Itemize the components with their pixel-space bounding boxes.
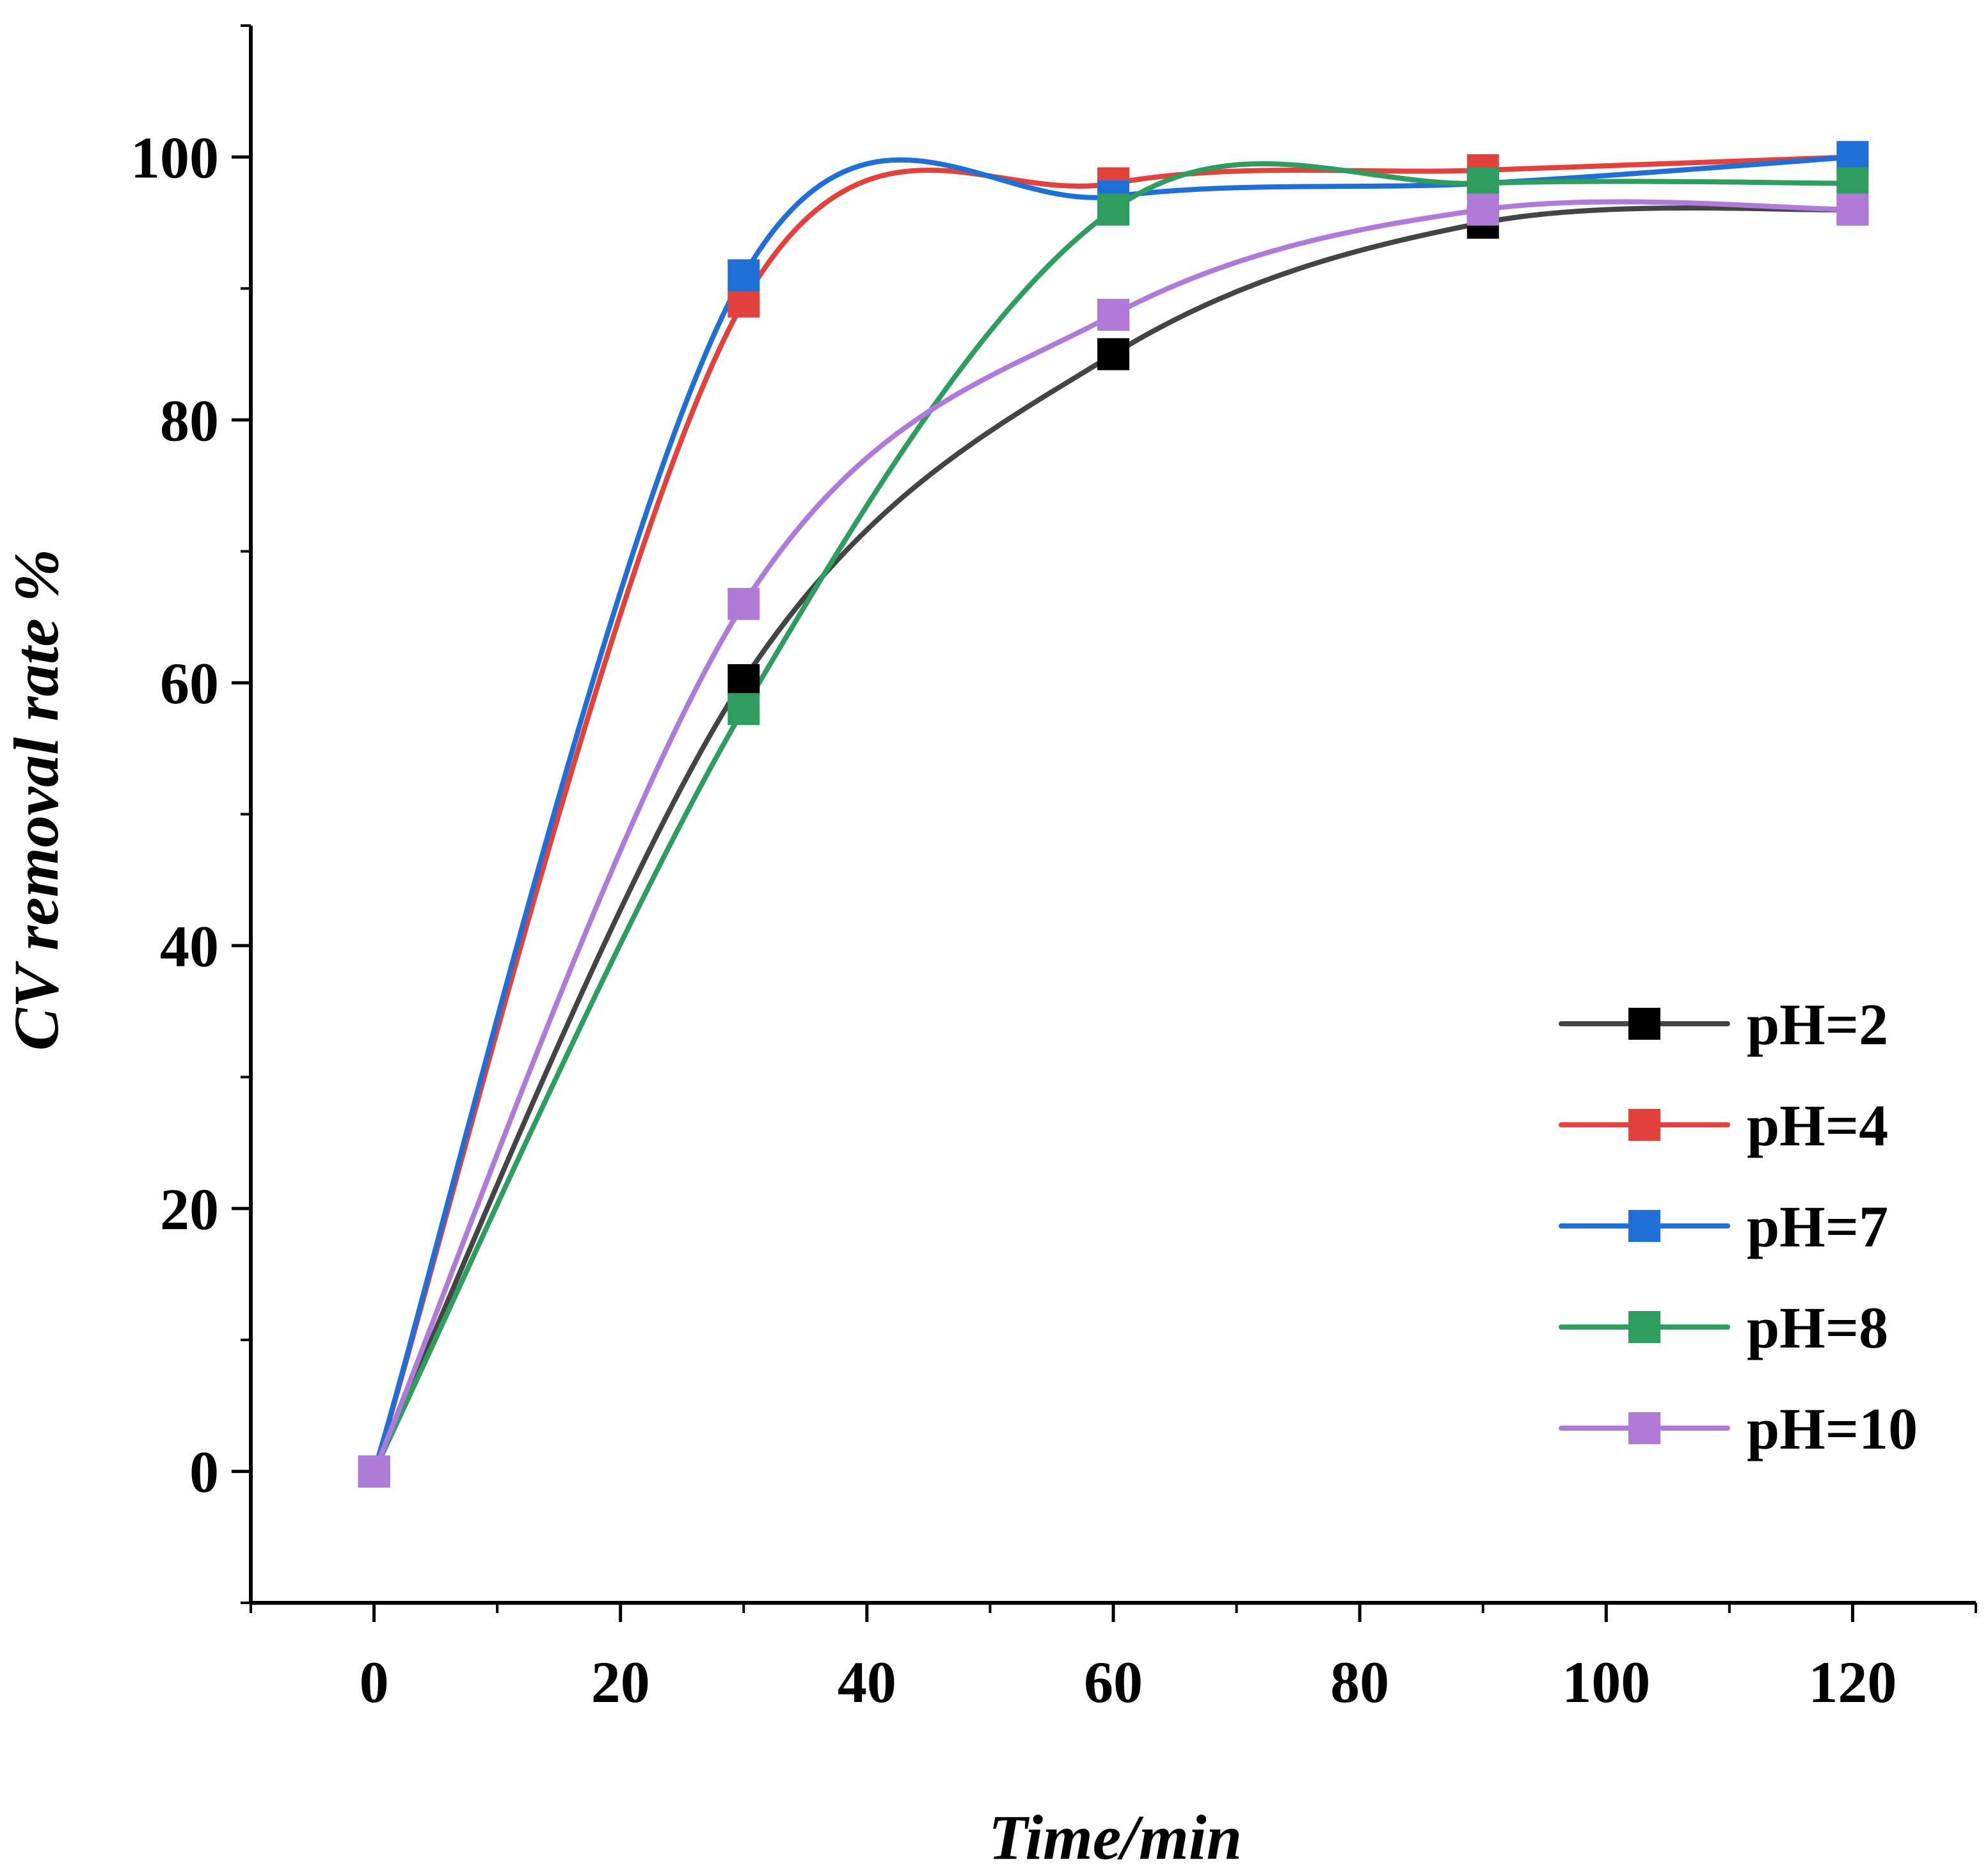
legend-label-ph-2: pH=2 [1747, 992, 1888, 1057]
y-tick-label: 20 [160, 1177, 219, 1242]
data-point-ph-10 [358, 1455, 390, 1488]
data-point-ph-8 [728, 693, 760, 726]
x-tick-label: 20 [591, 1650, 650, 1715]
data-point-ph-10 [1836, 193, 1869, 226]
series-markers [358, 141, 1869, 1488]
y-tick-label: 0 [189, 1440, 219, 1505]
x-tick-label: 60 [1084, 1650, 1143, 1715]
x-tick-label: 80 [1330, 1650, 1389, 1715]
legend-marker-ph-7 [1628, 1210, 1660, 1242]
legend: pH=2 pH=4 pH=7 pH=8 pH=10 [1559, 992, 1918, 1461]
y-tick-label: 40 [160, 914, 219, 979]
ticks [232, 24, 1977, 1622]
series-line-ph-2 [371, 205, 1856, 1474]
series-line-ph-10 [371, 199, 1856, 1474]
axes [249, 26, 1976, 1605]
legend-marker-ph-2 [1628, 1008, 1660, 1040]
legend-marker-ph-10 [1628, 1412, 1660, 1444]
legend-label-ph-7: pH=7 [1747, 1194, 1888, 1259]
y-tick-label: 100 [131, 125, 219, 190]
data-point-ph-2 [728, 664, 760, 696]
data-point-ph-10 [1097, 298, 1129, 331]
series-line-ph-8 [371, 161, 1856, 1474]
y-tick-label: 80 [160, 388, 219, 453]
y-axis-title: CV removal rate % [1, 549, 72, 1051]
data-point-ph-2 [1097, 338, 1129, 370]
data-point-ph-8 [1097, 193, 1129, 226]
legend-marker-ph-4 [1628, 1109, 1660, 1141]
x-tick-label: 40 [838, 1650, 896, 1715]
series-lines [371, 154, 1856, 1474]
data-point-ph-10 [728, 587, 760, 620]
x-axis-title: Time/min [989, 1802, 1242, 1869]
tick-labels: 0 20 40 60 80 100 120 0 20 40 60 80 100 [131, 125, 1897, 1715]
legend-label-ph-4: pH=4 [1747, 1093, 1888, 1158]
x-tick-label: 120 [1808, 1650, 1897, 1715]
legend-label-ph-8: pH=8 [1747, 1295, 1888, 1360]
x-tick-label: 100 [1562, 1650, 1650, 1715]
data-point-ph-10 [1467, 193, 1499, 226]
legend-label-ph-10: pH=10 [1747, 1396, 1918, 1461]
y-tick-label: 60 [160, 651, 219, 716]
data-point-ph-7 [728, 259, 760, 292]
x-tick-label: 0 [360, 1650, 389, 1715]
legend-marker-ph-8 [1628, 1311, 1660, 1343]
